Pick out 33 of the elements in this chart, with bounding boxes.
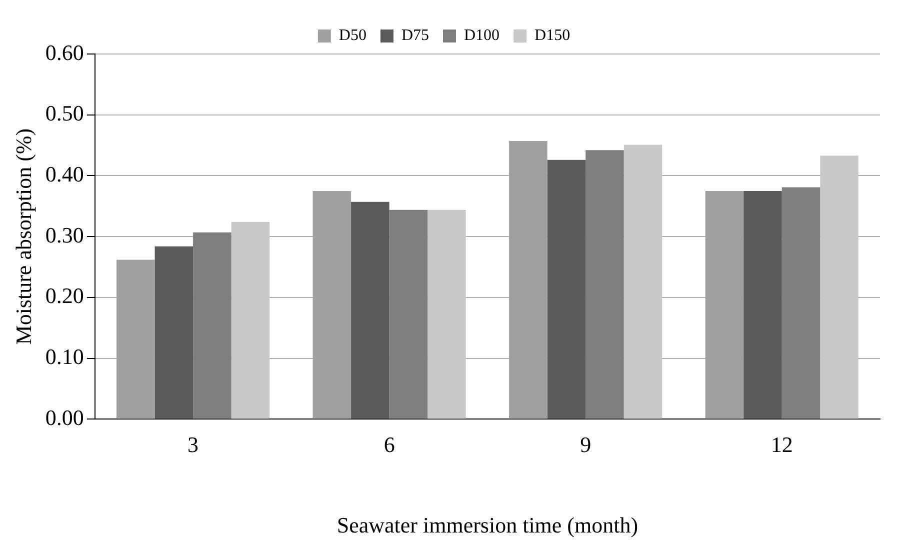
bar (782, 187, 820, 419)
x-tick-label: 9 (580, 432, 592, 458)
x-axis-title: Seawater immersion time (month) (336, 512, 638, 538)
bar (312, 190, 352, 419)
bar (624, 144, 662, 419)
bar (389, 210, 428, 419)
legend-label: D75 (401, 27, 430, 44)
y-tick-label: 0.60 (45, 40, 84, 65)
bar (428, 210, 466, 419)
legend-label: D50 (338, 27, 366, 44)
legend-label: D100 (464, 27, 500, 44)
x-tick-label: 3 (188, 432, 199, 458)
bar (820, 156, 858, 419)
bar (193, 232, 232, 419)
y-tick-label: 0.00 (45, 404, 84, 430)
y-tick-label: 0.10 (45, 344, 84, 370)
legend-label: D150 (534, 27, 570, 44)
bar (744, 190, 782, 419)
bar (586, 150, 624, 419)
y-axis-title: Moisture absorption (%) (10, 128, 36, 345)
bar (351, 202, 390, 419)
y-tick-label: 0.20 (45, 283, 84, 308)
bar (154, 246, 194, 419)
y-tick-label: 0.30 (45, 222, 84, 248)
bar (231, 222, 270, 419)
y-tick-label: 0.40 (45, 162, 84, 187)
bar (116, 260, 155, 419)
x-tick-label: 6 (384, 432, 395, 458)
y-tick-label: 0.50 (45, 100, 84, 126)
x-tick-label: 12 (770, 432, 793, 458)
bar (547, 160, 586, 419)
bar (509, 141, 548, 419)
bar (705, 190, 744, 419)
